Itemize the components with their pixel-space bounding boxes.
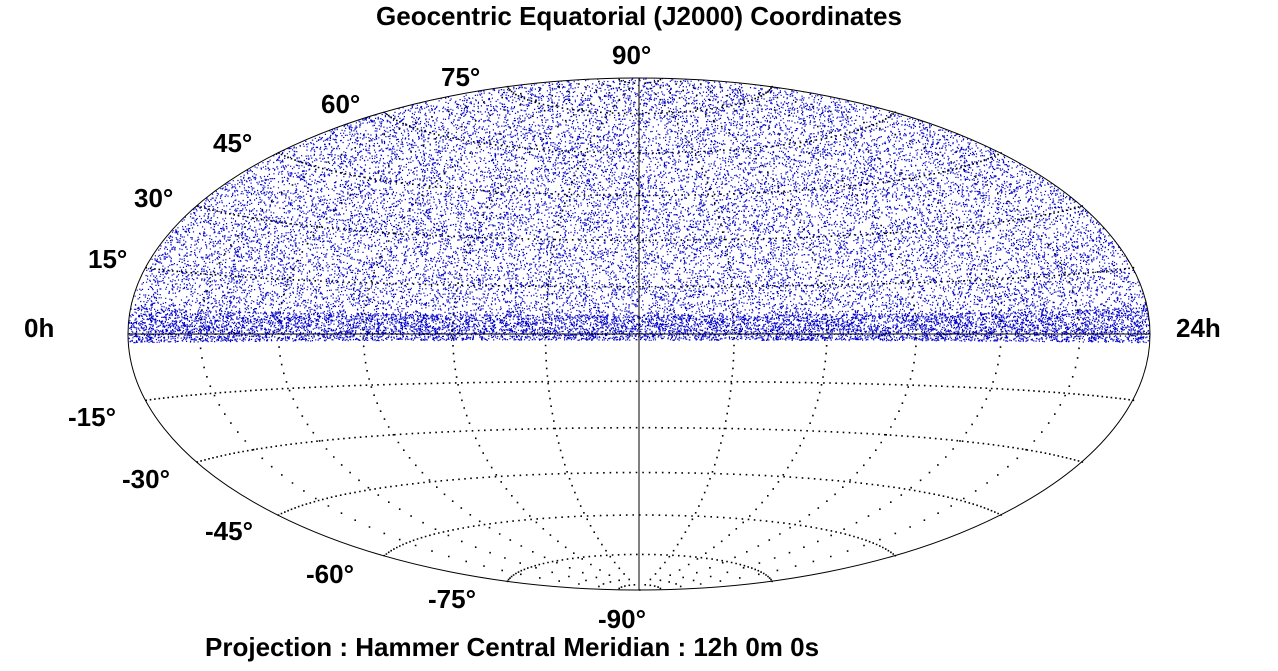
dec-label-minus-75: -75° — [428, 584, 476, 614]
ra-label-24h: 24h — [1176, 313, 1221, 343]
dec-label-15: 15° — [88, 244, 128, 274]
projection-caption: Projection : Hammer Central Meridian : 1… — [205, 632, 820, 662]
dec-label-minus-45: -45° — [205, 516, 253, 546]
dec-label-minus-60: -60° — [306, 559, 354, 589]
plot-title: Geocentric Equatorial (J2000) Coordinate… — [376, 1, 902, 31]
dec-label-minus-90: -90° — [598, 604, 646, 634]
source-point-cloud — [128, 78, 1150, 344]
dec-label-45: 45° — [213, 128, 253, 158]
dec-label-60: 60° — [321, 89, 361, 119]
projection-outline — [127, 77, 1151, 591]
ra-label-0h: 0h — [24, 313, 55, 343]
dec-label-75: 75° — [441, 62, 481, 92]
source-points — [128, 78, 1150, 344]
dec-label-minus-30: -30° — [122, 464, 170, 494]
dec-label-30: 30° — [134, 183, 174, 213]
dec-label-90: 90° — [612, 40, 652, 70]
dec-label-minus-15: -15° — [68, 402, 116, 432]
